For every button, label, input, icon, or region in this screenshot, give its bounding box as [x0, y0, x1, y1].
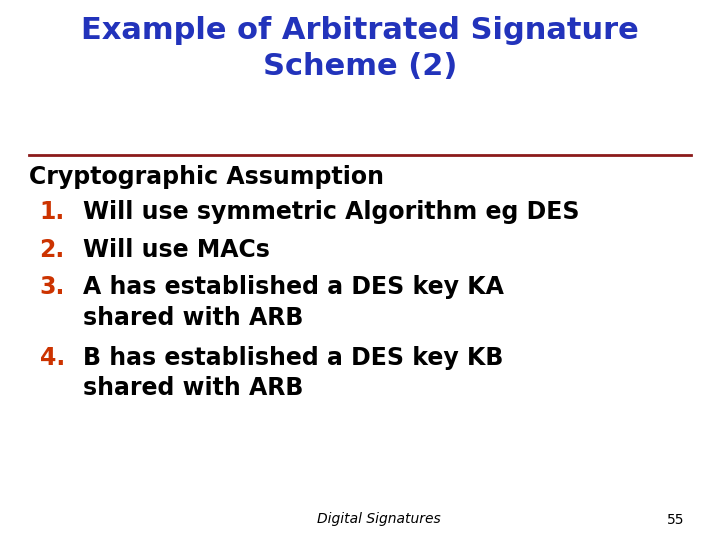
Text: Digital Signatures: Digital Signatures [317, 512, 441, 526]
Text: Example of Arbitrated Signature
Scheme (2): Example of Arbitrated Signature Scheme (… [81, 16, 639, 81]
Text: 1.: 1. [40, 200, 65, 224]
Text: 2.: 2. [40, 238, 65, 261]
Text: Will use MACs: Will use MACs [83, 238, 270, 261]
Text: A has established a DES key KA
shared with ARB: A has established a DES key KA shared wi… [83, 275, 504, 330]
Text: Cryptographic Assumption: Cryptographic Assumption [29, 165, 384, 188]
Text: B has established a DES key KB
shared with ARB: B has established a DES key KB shared wi… [83, 346, 503, 400]
Text: 4.: 4. [40, 346, 65, 369]
Text: Will use symmetric Algorithm eg DES: Will use symmetric Algorithm eg DES [83, 200, 580, 224]
Text: 3.: 3. [40, 275, 65, 299]
Text: 55: 55 [667, 512, 684, 526]
